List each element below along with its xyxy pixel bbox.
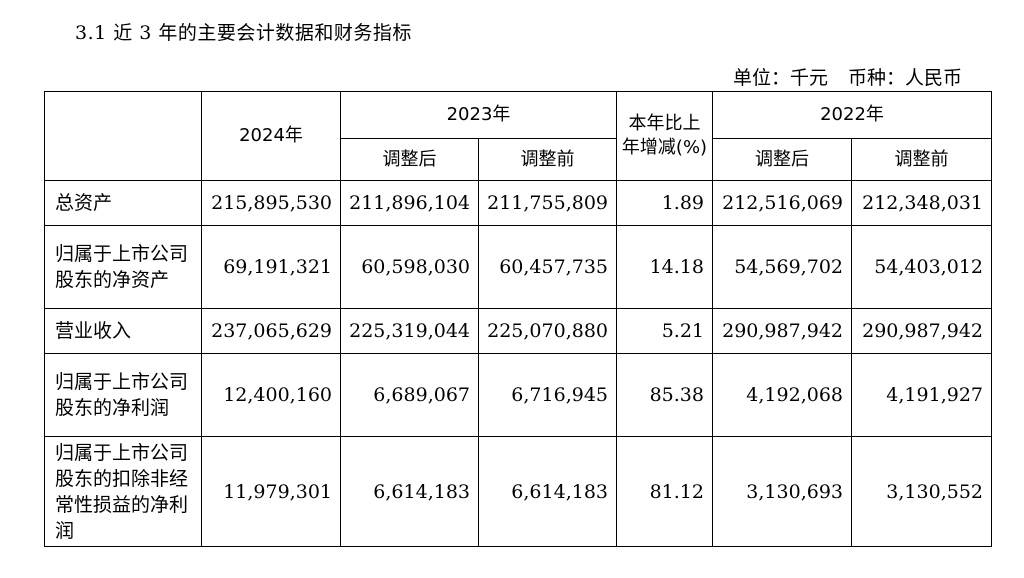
table-row: 归属于上市公司股东的净利润 12,400,160 6,689,067 6,716… bbox=[44, 353, 992, 437]
cell-2022-after: 3,130,693 bbox=[712, 436, 852, 547]
cell-2024: 237,065,629 bbox=[201, 308, 341, 354]
cell-2022-before: 212,348,031 bbox=[851, 180, 992, 226]
cell-2022-after: 54,569,702 bbox=[712, 225, 852, 309]
unit-label: 单位：千元 bbox=[732, 67, 828, 89]
cell-2024: 11,979,301 bbox=[201, 436, 341, 547]
header-2023-adjusted-before: 调整前 bbox=[478, 138, 617, 181]
cell-2023-before: 6,614,183 bbox=[478, 436, 617, 547]
cell-change: 1.89 bbox=[616, 180, 713, 226]
header-row-sub: 调整后 调整前 调整后 调整前 bbox=[45, 138, 992, 181]
header-2022-adjusted-before: 调整前 bbox=[851, 138, 992, 181]
financial-indicators-table: 2024年 2023年 本年比上年增减(%) 2022年 调整后 调整前 调整后… bbox=[44, 91, 992, 547]
cell-2023-before: 211,755,809 bbox=[478, 180, 617, 226]
cell-2023-after: 6,689,067 bbox=[340, 353, 479, 437]
row-label: 总资产 bbox=[44, 180, 202, 226]
table-row: 总资产 215,895,530 211,896,104 211,755,809 … bbox=[44, 180, 992, 226]
cell-2024: 215,895,530 bbox=[201, 180, 341, 226]
cell-2023-before: 6,716,945 bbox=[478, 353, 617, 437]
row-label: 营业收入 bbox=[44, 308, 202, 354]
cell-2022-after: 4,192,068 bbox=[712, 353, 852, 437]
header-2022: 2022年 bbox=[712, 91, 992, 139]
cell-2022-before: 3,130,552 bbox=[851, 436, 992, 547]
cell-2022-before: 4,191,927 bbox=[851, 353, 992, 437]
cell-2023-before: 60,457,735 bbox=[478, 225, 617, 309]
cell-change: 5.21 bbox=[616, 308, 713, 354]
table-row: 归属于上市公司股东的净资产 69,191,321 60,598,030 60,4… bbox=[44, 225, 992, 309]
cell-change: 81.12 bbox=[616, 436, 713, 547]
cell-2024: 12,400,160 bbox=[201, 353, 341, 437]
cell-2023-before: 225,070,880 bbox=[478, 308, 617, 354]
header-blank bbox=[44, 91, 202, 181]
header-2022-adjusted-after: 调整后 bbox=[712, 138, 852, 181]
row-label: 归属于上市公司股东的净资产 bbox=[44, 225, 202, 309]
section-title: 3.1 近 3 年的主要会计数据和财务指标 bbox=[75, 22, 412, 44]
cell-change: 85.38 bbox=[616, 353, 713, 437]
table-row: 营业收入 237,065,629 225,319,044 225,070,880… bbox=[44, 308, 992, 354]
cell-2023-after: 225,319,044 bbox=[340, 308, 479, 354]
cell-2024: 69,191,321 bbox=[201, 225, 341, 309]
header-row-top: 2024年 2023年 本年比上年增减(%) 2022年 bbox=[44, 91, 992, 181]
unit-line: 单位：千元 币种：人民币 bbox=[733, 63, 962, 90]
row-label: 归属于上市公司股东的扣除非经常性损益的净利润 bbox=[44, 436, 202, 547]
cell-2023-after: 60,598,030 bbox=[340, 225, 479, 309]
header-yoy-change: 本年比上年增减(%) bbox=[616, 91, 713, 181]
header-2024: 2024年 bbox=[201, 91, 341, 181]
table-row: 归属于上市公司股东的扣除非经常性损益的净利润 11,979,301 6,614,… bbox=[44, 436, 992, 547]
row-label: 归属于上市公司股东的净利润 bbox=[44, 353, 202, 437]
currency-label: 币种：人民币 bbox=[847, 67, 962, 89]
cell-2023-after: 211,896,104 bbox=[340, 180, 479, 226]
cell-2022-after: 212,516,069 bbox=[712, 180, 852, 226]
cell-2022-before: 54,403,012 bbox=[851, 225, 992, 309]
header-2023-adjusted-after: 调整后 bbox=[340, 138, 479, 181]
cell-2022-before: 290,987,942 bbox=[851, 308, 992, 354]
cell-2022-after: 290,987,942 bbox=[712, 308, 852, 354]
header-2023: 2023年 bbox=[340, 91, 617, 139]
cell-2023-after: 6,614,183 bbox=[340, 436, 479, 547]
cell-change: 14.18 bbox=[616, 225, 713, 309]
